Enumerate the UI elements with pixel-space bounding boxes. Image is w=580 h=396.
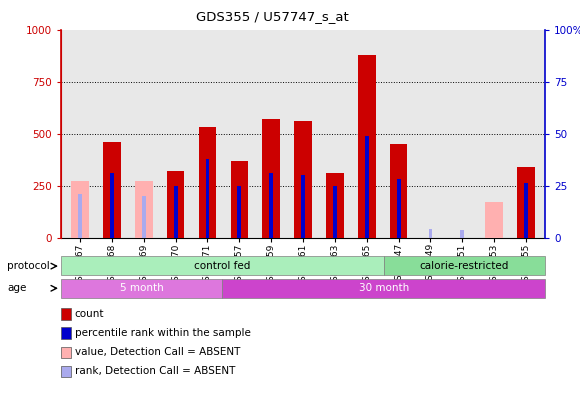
Bar (222, 279, 545, 298)
Text: age: age (7, 283, 26, 293)
Bar (269, 173, 273, 238)
Bar (517, 167, 535, 238)
Text: rank, Detection Call = ABSENT: rank, Detection Call = ABSENT (75, 366, 235, 376)
Text: control fed: control fed (194, 261, 251, 271)
Text: percentile rank within the sample: percentile rank within the sample (75, 328, 251, 338)
Text: calorie-restricted: calorie-restricted (420, 261, 509, 271)
Bar (358, 55, 375, 238)
Bar (397, 179, 401, 238)
Bar (78, 194, 82, 238)
Bar (333, 186, 337, 238)
Text: protocol: protocol (7, 261, 50, 271)
Bar (110, 173, 114, 238)
Bar (365, 136, 369, 238)
Bar (390, 144, 407, 238)
Bar (103, 142, 121, 238)
Text: 30 month: 30 month (358, 283, 409, 293)
Bar (135, 181, 153, 238)
Bar (61, 279, 222, 298)
Bar (142, 196, 146, 238)
Text: value, Detection Call = ABSENT: value, Detection Call = ABSENT (75, 347, 240, 357)
Bar (173, 186, 177, 238)
Bar (199, 128, 216, 238)
Bar (294, 121, 312, 238)
Bar (524, 183, 528, 238)
Text: GDS355 / U57747_s_at: GDS355 / U57747_s_at (196, 10, 349, 23)
Text: count: count (75, 309, 104, 319)
Bar (71, 181, 89, 238)
Bar (301, 175, 305, 238)
Bar (167, 171, 184, 238)
Bar (384, 256, 545, 275)
Text: 5 month: 5 month (119, 283, 164, 293)
Bar (237, 186, 241, 238)
Bar (205, 158, 209, 238)
Bar (326, 173, 344, 238)
Bar (61, 256, 384, 275)
Bar (485, 202, 503, 238)
Bar (231, 161, 248, 238)
Bar (461, 230, 464, 238)
Bar (262, 119, 280, 238)
Bar (429, 229, 433, 238)
